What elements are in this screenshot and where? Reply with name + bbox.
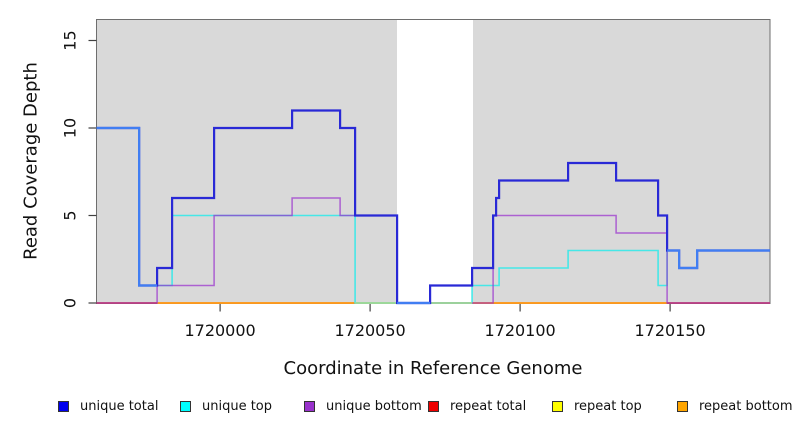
- legend-item-repeat-top: repeat top: [552, 399, 642, 414]
- legend-swatch-repeat-top: [552, 401, 563, 412]
- legend-swatch-repeat-bottom: [677, 401, 688, 412]
- x-tick-label: 1720000: [184, 321, 255, 340]
- plot-panel-1: [473, 19, 770, 304]
- plot-panel-0: [96, 19, 398, 304]
- y-axis-title-text: Read Coverage Depth: [20, 62, 42, 260]
- x-tick-label: 1720050: [334, 321, 405, 340]
- legend-swatch-unique-top: [180, 401, 191, 412]
- legend-label: repeat top: [574, 399, 642, 414]
- legend-label: unique total: [80, 399, 159, 414]
- series-unique-total-overlap-line: [96, 126, 158, 287]
- x-tick-label: 1720150: [634, 321, 705, 340]
- legend-swatch-repeat-total: [428, 401, 439, 412]
- legend-item-repeat-total: repeat total: [428, 399, 526, 414]
- legend-label: repeat total: [450, 399, 527, 414]
- legend-swatch-unique-total: [58, 401, 69, 412]
- legend: unique total unique top unique bottom repea…: [0, 399, 792, 419]
- legend-item-unique-total: unique total: [58, 399, 158, 414]
- y-tick-label: 15: [61, 30, 80, 50]
- y-tick-label: 5: [61, 210, 80, 220]
- legend-label: unique top: [202, 399, 273, 414]
- legend-item-repeat-bottom: repeat bottom: [677, 399, 792, 414]
- series-unique-total-overlap-line: [667, 249, 770, 270]
- x-tick-label: 1720100: [484, 321, 555, 340]
- x-axis-title: Coordinate in Reference Genome: [283, 358, 583, 379]
- legend-swatch-unique-bottom: [304, 401, 315, 412]
- y-tick-label: 10: [61, 118, 80, 138]
- legend-item-unique-bottom: unique bottom: [304, 399, 422, 414]
- legend-label: unique bottom: [326, 399, 422, 414]
- y-tick-label: 0: [61, 298, 80, 308]
- series-unique-total-line: [96, 109, 770, 305]
- legend-label: repeat bottom: [699, 399, 792, 414]
- legend-item-unique-top: unique top: [180, 399, 272, 414]
